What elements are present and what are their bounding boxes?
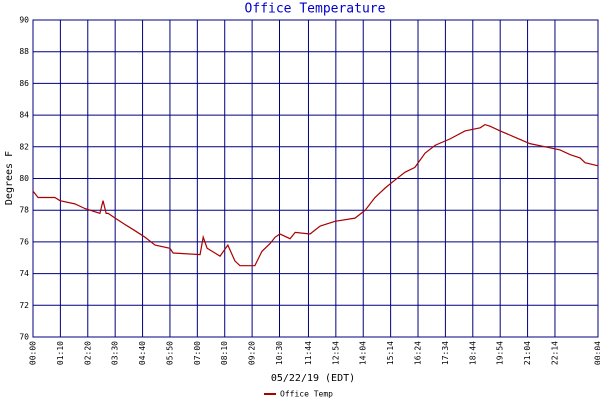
x-tick-label: 19:54 (496, 341, 505, 365)
y-tick-label: 80 (19, 174, 29, 183)
x-tick-label: 16:24 (414, 341, 423, 365)
y-tick-label: 90 (19, 16, 29, 25)
x-tick-label: 22:14 (550, 341, 559, 365)
x-tick-label: 21:04 (523, 341, 532, 365)
y-tick-label: 72 (19, 301, 29, 310)
y-tick-label: 86 (19, 79, 29, 88)
x-tick-label: 17:34 (441, 341, 450, 365)
y-tick-label: 70 (19, 333, 29, 342)
x-tick-label: 14:04 (359, 341, 368, 365)
x-tick-label: 11:44 (304, 341, 313, 365)
y-tick-label: 84 (19, 111, 29, 120)
chart-title: Office Temperature (245, 2, 386, 17)
x-tick-label: 12:54 (331, 341, 340, 365)
x-tick-label: 04:40 (138, 341, 147, 365)
x-axis-label: 05/22/19 (EDT) (271, 373, 355, 384)
data-line (32, 123, 599, 267)
x-tick-label: 05:50 (165, 341, 174, 365)
y-tick-label: 82 (19, 142, 29, 151)
x-tick-label: 01:10 (56, 341, 65, 365)
y-tick-label: 74 (19, 269, 29, 278)
x-tick-label: 15:14 (386, 341, 395, 365)
y-tick-label: 76 (19, 237, 29, 246)
y-tick-label: 88 (19, 47, 29, 56)
x-tick-label: 18:44 (468, 341, 477, 365)
y-tick-label: 78 (19, 206, 29, 215)
x-tick-label: 10:30 (275, 341, 284, 365)
x-tick-label: 07:00 (193, 341, 202, 365)
x-tick-label: 02:20 (83, 341, 92, 365)
x-tick-label: 00:04 (594, 341, 600, 365)
y-axis-label: Degrees F (4, 151, 15, 205)
x-tick-label: 03:30 (111, 341, 120, 365)
x-tick-label: 00:00 (29, 341, 38, 365)
x-tick-label: 08:10 (220, 341, 229, 365)
legend-label: Office Temp (280, 390, 333, 399)
x-tick-label: 09:20 (248, 341, 257, 365)
